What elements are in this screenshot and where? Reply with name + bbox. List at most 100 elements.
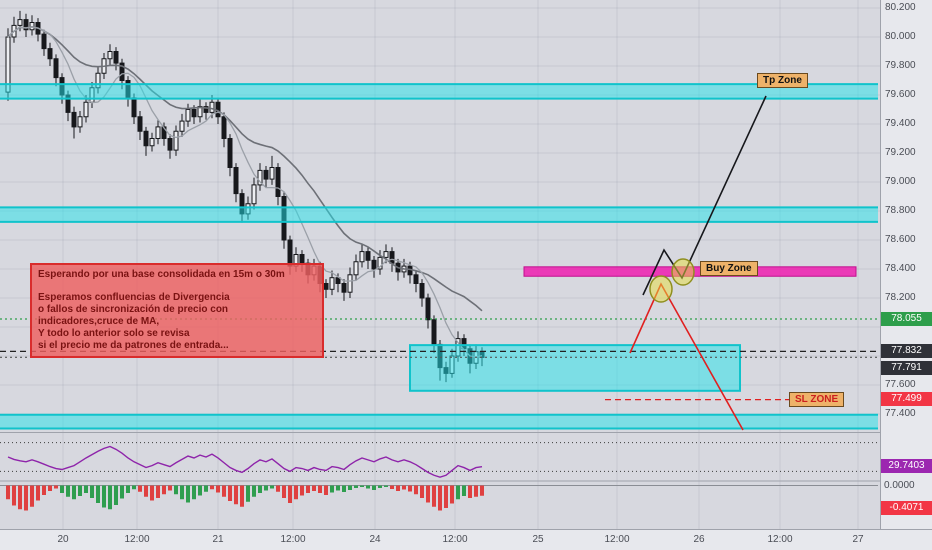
candle-body [323,283,329,290]
time-tick-label: 25 [532,534,544,545]
candle-body [275,167,281,197]
histogram-bar [18,485,22,510]
candle-body [299,254,305,264]
histogram-bar [360,485,364,487]
highlight-circle[interactable] [649,275,673,303]
histogram-bar [162,485,166,495]
histogram-bar [168,485,172,491]
candle-body [221,116,227,139]
time-tick-label: 12:00 [442,534,468,545]
chart-plot-area[interactable] [0,0,880,529]
candle-body [143,130,149,147]
price-tick-label: 80.200 [885,2,916,13]
candle-body [113,51,119,64]
histogram-bar [210,485,214,490]
price-tick-label: 78.400 [885,263,916,274]
histogram-bar [90,485,94,498]
histogram-bar [330,485,334,493]
histogram-bar [132,485,136,490]
candle-body [53,58,59,79]
histogram-bar [288,485,292,503]
histogram-bar [282,485,286,498]
highlight-circle[interactable] [671,258,695,286]
histogram-bar [78,485,82,496]
candle-body [173,130,179,151]
histogram-bar [342,485,346,492]
histogram-bar [396,485,400,491]
buy-zone-label[interactable]: Buy Zone [700,261,758,276]
candle-body [203,106,209,113]
histogram-bar [54,485,58,489]
histogram-bar [102,485,106,508]
price-tick-label: 79.600 [885,89,916,100]
histogram-bar [318,485,322,493]
histogram-bar [12,485,16,506]
histogram-bar [372,485,376,490]
price-tick-label: 80.000 [885,31,916,42]
price-tick-label: 77.600 [885,379,916,390]
sl-zone-label[interactable]: SL ZONE [789,392,845,407]
histogram-bar [6,485,10,500]
histogram-bar [444,485,448,508]
tp-zone-label[interactable]: Tp Zone [757,73,808,88]
candle-body [341,283,347,293]
chart-canvas[interactable] [0,0,880,529]
histogram-bar [474,485,478,497]
oscillator-value-badge: 29.7403 [881,459,932,473]
histogram-bar [252,485,256,497]
histogram-bar [378,485,382,488]
candle-body [383,251,389,258]
projection-up-line[interactable] [642,95,767,296]
candle-body [365,251,371,261]
note-line: Esperamos confluencias de Divergencia [38,292,230,303]
histogram-bar [174,485,178,495]
candle-body [347,274,353,293]
histogram-bar [156,485,160,498]
candle-body [353,261,359,276]
histogram-bar [198,485,202,496]
analysis-note[interactable]: Esperando por una base consolidada en 15… [30,263,324,358]
tp-zone-band[interactable] [0,84,878,99]
histogram-bar [402,485,406,490]
price-tick-label: 79.800 [885,60,916,71]
histogram-bar [216,485,220,493]
lower-support-band[interactable] [0,414,878,429]
histogram-bar [468,485,472,498]
histogram-bar [324,485,328,495]
candle-body [419,283,425,299]
time-tick-label: 12:00 [604,534,630,545]
time-axis[interactable]: 20 12:00 21 12:00 24 12:00 25 12:00 26 12:00 27 [0,529,932,550]
histogram-bar [336,485,340,491]
candle-body [335,277,341,285]
histogram-bar [126,485,130,493]
resistance-band[interactable] [0,207,878,222]
price-tick-label: 78.600 [885,234,916,245]
histogram-bar [192,485,196,500]
candle-body [329,277,335,290]
time-tick-label: 24 [369,534,381,545]
candle-body [41,33,47,50]
histogram-bar [312,485,316,491]
candle-body [167,138,173,151]
histogram-bar [204,485,208,492]
candle-body [251,184,257,205]
histogram-value-badge: -0.4071 [881,501,932,515]
histogram-zero-label: 0.0000 [884,480,915,491]
histogram-bar [420,485,424,498]
candle-body [17,19,23,26]
time-tick-label: 12:00 [280,534,306,545]
histogram-bar [120,485,124,499]
price-tick-label: 78.200 [885,292,916,303]
candle-body [425,297,431,321]
time-tick-label: 12:00 [767,534,793,545]
candle-body [77,116,83,128]
histogram-bar [60,485,64,493]
note-line: o fallos de sincronización de precio con [38,304,229,315]
price-axis[interactable]: 80.200 80.000 79.800 79.600 79.400 79.200 79.0… [880,0,932,529]
histogram-bar [222,485,226,497]
candle-body [227,138,233,168]
time-tick-label: 26 [693,534,705,545]
base-consolidation-box[interactable] [409,344,741,392]
histogram-bar [114,485,118,505]
histogram-bar [480,485,484,496]
